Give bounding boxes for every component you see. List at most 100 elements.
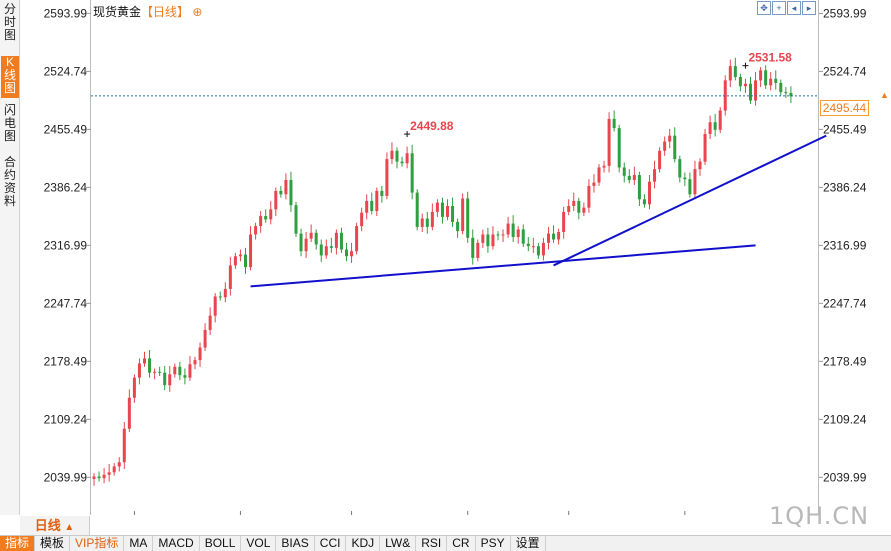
y-tick-left-6: 2178.49: [44, 354, 88, 368]
candle-body-108: [637, 175, 641, 200]
indicator-tab-12[interactable]: CR: [447, 536, 476, 551]
candle-body-137: [784, 92, 788, 94]
indicator-tab-9[interactable]: KDJ: [346, 536, 381, 551]
indicator-tab-1[interactable]: 模板: [35, 536, 71, 551]
candle-body-80: [496, 234, 500, 236]
candle-body-65: [420, 218, 424, 227]
candle-body-105: [622, 167, 626, 176]
zoom-in-icon[interactable]: +: [772, 1, 786, 15]
tab-kline[interactable]: K线图: [1, 56, 19, 98]
candle-body-74: [466, 198, 470, 238]
candle-body-93: [562, 211, 566, 232]
candle-body-2: [102, 474, 106, 479]
candle-body-85: [521, 229, 525, 244]
indicator-tab-8[interactable]: CCI: [315, 536, 347, 551]
candle-body-61: [400, 161, 404, 164]
candle-body-90: [547, 233, 550, 243]
candle-body-29: [238, 254, 242, 257]
candle-body-126: [728, 66, 732, 81]
period-selector-button[interactable]: 日线 ▲: [20, 516, 90, 536]
plus-circle-icon[interactable]: ⊕: [192, 5, 203, 19]
candle-body-102: [607, 118, 611, 166]
candle-body-100: [597, 167, 601, 183]
y-tick-right-3: 2386.24: [823, 180, 867, 194]
candle-body-33: [259, 216, 263, 227]
y-tick-left-1: 2524.74: [44, 64, 88, 78]
indicator-tab-7[interactable]: BIAS: [276, 536, 315, 551]
indicator-tab-4[interactable]: MACD: [153, 536, 200, 551]
indicator-tab-10[interactable]: LW&: [380, 536, 417, 551]
tab-timeshare[interactable]: 分时图: [3, 2, 16, 42]
candle-body-118: [688, 179, 692, 195]
y-tick-left-5: 2247.74: [44, 296, 88, 310]
candle-body-35: [269, 209, 273, 220]
candle-body-27: [228, 265, 232, 289]
chart-toolbar: ✥ + ◂ ▸: [757, 1, 816, 17]
candle-body-75: [471, 237, 475, 258]
candle-body-15: [168, 374, 172, 386]
candle-body-47: [329, 246, 333, 248]
indicator-tab-11[interactable]: RSI: [416, 536, 448, 551]
price-arrow-icon: ▲: [880, 90, 889, 100]
peak-label-1: 2531.58: [748, 51, 792, 65]
candle-body-13: [158, 371, 162, 373]
indicator-tab-0[interactable]: 指标: [0, 536, 36, 551]
candle-body-128: [738, 77, 742, 87]
candle-body-59: [390, 150, 394, 160]
y-tick-right-2: 2455.49: [823, 122, 867, 136]
candle-body-69: [440, 202, 444, 217]
candle-body-5: [117, 462, 121, 467]
caret-up-icon: ▲: [64, 522, 75, 533]
candle-body-87: [531, 246, 535, 248]
candle-body-124: [718, 110, 722, 130]
candle-body-6: [122, 428, 126, 463]
plot-frame: [90, 0, 819, 515]
candle-body-62: [405, 153, 409, 164]
tab-flash-chart[interactable]: 闪电图: [3, 103, 16, 143]
candle-body-111: [653, 169, 657, 182]
candle-body-43: [309, 232, 313, 239]
candle-body-68: [435, 202, 439, 212]
candle-body-95: [572, 200, 576, 206]
period-tag[interactable]: 【日线】: [141, 5, 190, 19]
y-tick-left-4: 2316.99: [44, 238, 88, 252]
candle-body-106: [627, 175, 631, 181]
candle-body-117: [683, 177, 687, 180]
y-tick-left-3: 2386.24: [44, 180, 88, 194]
indicator-tab-14[interactable]: 设置: [511, 536, 546, 551]
y-tick-left-0: 2593.99: [44, 6, 88, 20]
candle-body-96: [577, 200, 581, 213]
candle-body-58: [385, 159, 389, 196]
candle-body-54: [365, 200, 369, 213]
candle-body-76: [476, 242, 480, 258]
candle-body-136: [779, 82, 783, 93]
candle-body-101: [602, 165, 606, 168]
candlestick-chart[interactable]: 2593.99 2593.99 2524.74 2524.74 2455.49 2455.…: [0, 0, 891, 515]
move-icon[interactable]: ✥: [757, 1, 771, 15]
candle-body-64: [415, 192, 419, 227]
indicator-tab-6[interactable]: VOL: [241, 536, 277, 551]
y-tick-right-1: 2524.74: [823, 64, 867, 78]
candle-body-130: [749, 83, 752, 101]
tab-contract-info[interactable]: 合约资料: [3, 155, 16, 208]
candle-body-26: [223, 288, 227, 298]
candle-body-38: [284, 180, 288, 195]
candle-body-39: [289, 180, 293, 206]
candle-body-99: [592, 182, 596, 186]
candle-body-25: [218, 296, 222, 298]
candle-body-97: [582, 207, 586, 213]
indicator-tab-3[interactable]: MA: [124, 536, 154, 551]
candle-body-112: [658, 150, 662, 170]
candle-body-132: [759, 70, 763, 81]
step-back-icon[interactable]: ◂: [787, 1, 801, 15]
y-tick-right-7: 2109.24: [823, 412, 867, 426]
step-forward-icon[interactable]: ▸: [802, 1, 816, 15]
candle-body-71: [451, 206, 455, 222]
indicator-tab-5[interactable]: BOLL: [200, 536, 242, 551]
candle-body-51: [350, 251, 354, 257]
candle-body-16: [173, 366, 177, 375]
indicator-tab-2[interactable]: VIP指标: [70, 536, 125, 551]
indicator-tab-13[interactable]: PSY: [476, 536, 511, 551]
peak-label-0: 2449.88: [410, 119, 454, 133]
candle-body-66: [425, 218, 429, 227]
